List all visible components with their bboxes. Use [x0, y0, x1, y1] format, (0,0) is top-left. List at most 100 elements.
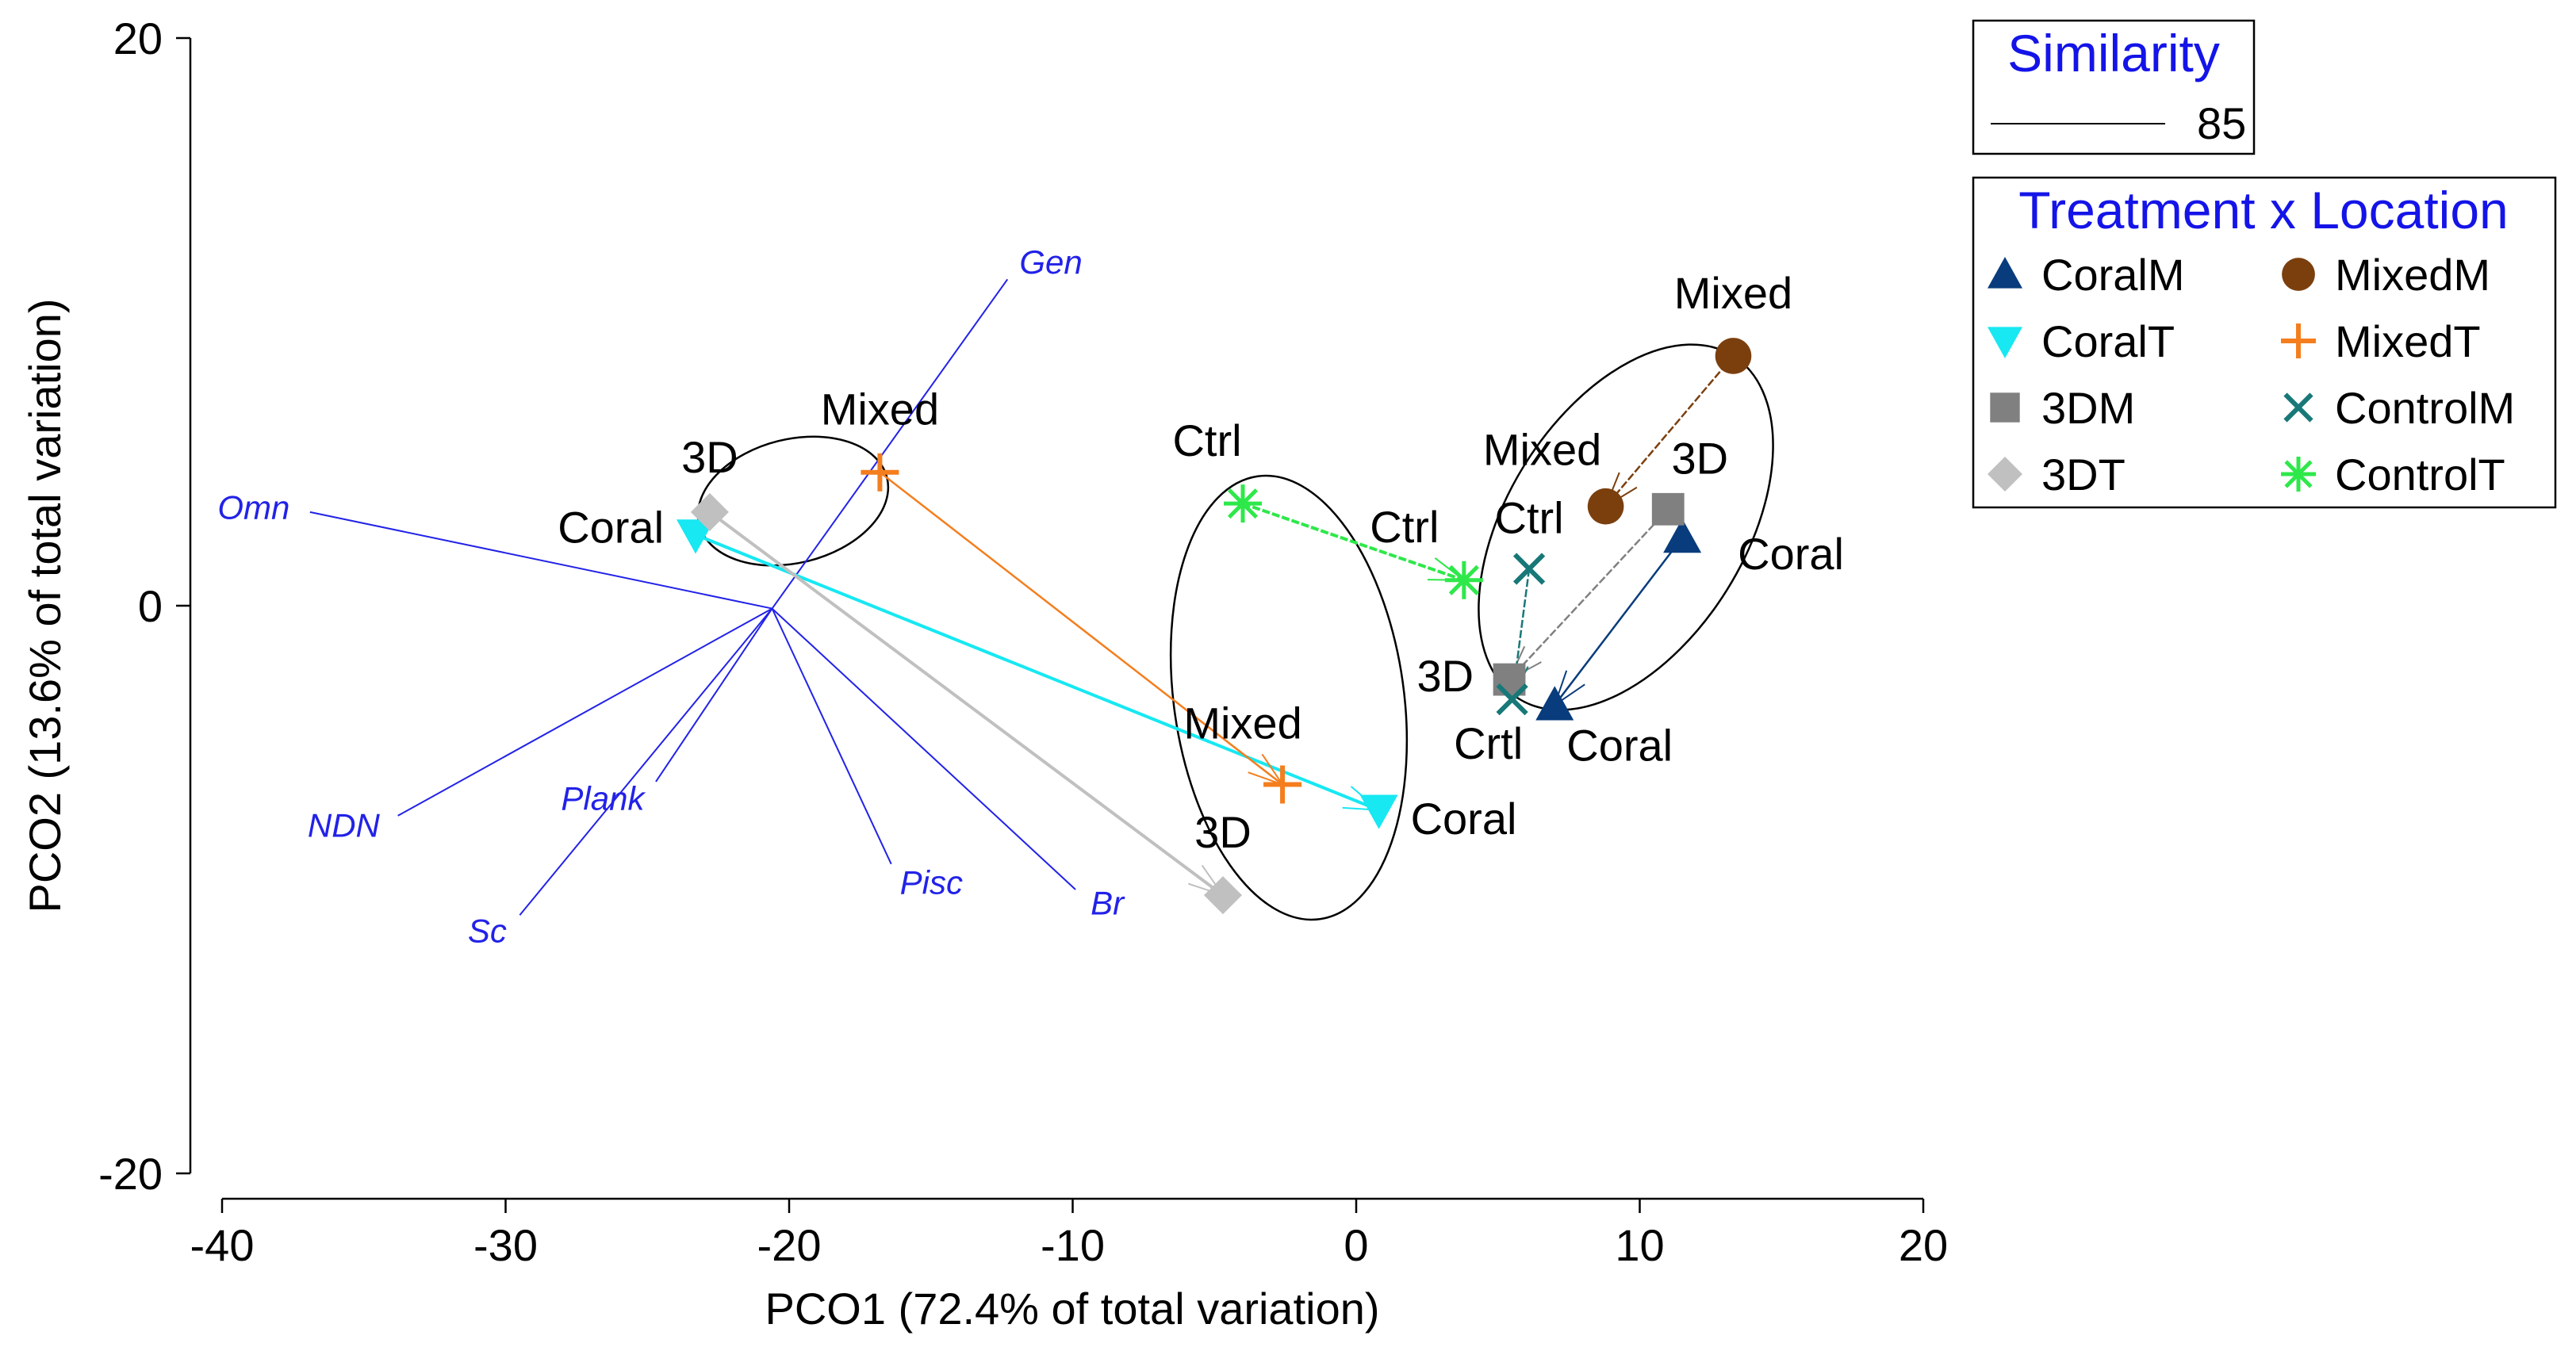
point-label-3dt: 3D	[681, 432, 738, 482]
vector-label-plank: Plank	[561, 780, 646, 817]
legend-item-controlm: ControlM	[2283, 383, 2515, 433]
point-controlt	[1224, 484, 1262, 523]
similarity-legend: Similarity 85	[1972, 19, 2256, 155]
vector-overlay: Gen Omn NDN Sc Plank Pisc Br	[217, 243, 1125, 949]
trajectory-line	[1604, 355, 1735, 507]
trajectory-line	[708, 511, 1225, 897]
y-ticks: -20 0 20	[98, 13, 190, 1199]
ellipse-right-cluster	[1478, 343, 1774, 711]
vector-line-br	[771, 607, 1076, 890]
y-tick-label: 20	[113, 13, 163, 63]
y-tick-label: -20	[98, 1149, 163, 1199]
trajectory-line	[879, 471, 1283, 786]
trajectory-line	[1242, 502, 1465, 582]
legend-marker-controlt	[2281, 457, 2316, 492]
legend-label-coralt: CoralT	[2041, 316, 2175, 366]
point-3dt	[1203, 876, 1242, 915]
point-label-coralm: Coral	[1566, 720, 1673, 770]
point-label-3dt: 3D	[1194, 807, 1252, 857]
point-label-3dm: 3D	[1416, 651, 1474, 701]
similarity-legend-box	[1972, 19, 2256, 155]
point-label-controlm: Crtl	[1454, 718, 1523, 768]
x-tick-label: 20	[1899, 1220, 1948, 1270]
legend-marker-coralm	[1988, 257, 2022, 289]
treatment-legend-title: Treatment x Location	[2018, 181, 2509, 239]
ellipse-middle-cluster	[1169, 474, 1409, 921]
legend-label-3dm: 3DM	[2041, 383, 2135, 433]
legend-marker-mixedm	[2282, 258, 2315, 291]
vector-line-plank	[655, 608, 773, 783]
legend-label-mixedm: MixedM	[2335, 250, 2490, 300]
treatment-legend-box	[1972, 176, 2557, 509]
vector-label-omn: Omn	[217, 489, 289, 526]
legend-item-coralm: CoralM	[1988, 250, 2184, 300]
legend-item-mixedt: MixedT	[2281, 316, 2481, 366]
legend-label-coralm: CoralM	[2041, 250, 2184, 300]
vector-line-pisc	[771, 608, 892, 865]
point-coralt	[1359, 794, 1398, 829]
point-labels: CoralCoralCoralCoral3D3D3D3DMixedMixedMi…	[558, 268, 1844, 857]
point-label-coralt: Coral	[558, 503, 664, 553]
point-coralm	[1663, 519, 1702, 553]
data-points	[677, 338, 1752, 915]
x-ticks: -40 -30 -20 -10 0 10 20	[190, 1199, 1948, 1270]
axes	[189, 38, 1923, 1200]
point-mixedt	[861, 453, 899, 492]
point-mixedt	[1263, 765, 1302, 804]
legend-marker-coralt	[1988, 327, 2022, 358]
legend-label-3dt: 3DT	[2041, 450, 2126, 499]
legend-label-controlt: ControlT	[2335, 450, 2505, 499]
point-label-mixedt: Mixed	[821, 385, 939, 434]
point-label-3dm: 3D	[1671, 433, 1728, 483]
legend-marker-3dt	[1988, 457, 2022, 492]
point-label-coralm: Coral	[1738, 529, 1844, 579]
trajectory-line	[1554, 537, 1684, 706]
trajectories	[695, 355, 1735, 897]
x-tick-label: 0	[1344, 1220, 1368, 1270]
point-3dt	[690, 492, 729, 531]
y-tick-label: 0	[138, 581, 163, 631]
point-label-mixedm: Mixed	[1674, 268, 1792, 318]
legend-label-mixedt: MixedT	[2335, 316, 2481, 366]
legend-items: CoralM MixedM CoralT MixedT 3DM ControlM 3DT Co…	[1988, 250, 2515, 499]
vector-label-sc: Sc	[468, 912, 507, 949]
vector-line-ndn	[397, 607, 773, 817]
treatment-legend: Treatment x Location CoralM MixedM CoralT M…	[1972, 176, 2557, 509]
trajectory-line	[1508, 508, 1669, 680]
vector-label-br: Br	[1091, 885, 1125, 922]
x-tick-label: -10	[1041, 1220, 1105, 1270]
vector-label-ndn: NDN	[308, 807, 381, 844]
point-3dm	[1651, 492, 1685, 526]
vector-label-pisc: Pisc	[900, 863, 963, 901]
trajectory-mixedm	[1604, 355, 1735, 507]
legend-marker-controlm	[2283, 392, 2313, 423]
legend-item-3dm: 3DM	[1990, 383, 2135, 433]
x-tick-label: 10	[1615, 1220, 1664, 1270]
point-label-controlt: Ctrl	[1172, 415, 1241, 465]
point-mixedm	[1715, 338, 1752, 374]
legend-item-mixedm: MixedM	[2282, 250, 2490, 300]
x-axis-title: PCO1 (72.4% of total variation)	[765, 1284, 1379, 1334]
legend-marker-3dm	[1990, 392, 2020, 423]
x-tick-label: -40	[190, 1220, 255, 1270]
y-axis-title: PCO2 (13.6% of total variation)	[20, 298, 70, 913]
x-tick-label: -30	[473, 1220, 538, 1270]
legend-item-controlt: ControlT	[2281, 450, 2505, 499]
point-label-controlt: Ctrl	[1370, 502, 1439, 552]
vector-line-gen	[771, 278, 1009, 610]
trajectory-3dt	[708, 511, 1225, 897]
point-coralt	[677, 519, 715, 554]
point-controlt	[1444, 561, 1483, 599]
point-mixedm	[1587, 488, 1624, 525]
vector-line-omn	[309, 511, 772, 610]
similarity-legend-title: Similarity	[2007, 24, 2220, 82]
x-tick-label: -20	[757, 1220, 822, 1270]
legend-item-3dt: 3DT	[1988, 450, 2126, 499]
point-coralm	[1535, 686, 1574, 721]
point-controlm	[1496, 683, 1528, 716]
legend-marker-mixedt	[2281, 323, 2316, 358]
vector-line-sc	[519, 607, 773, 916]
similarity-legend-value: 85	[2197, 98, 2246, 148]
point-controlm	[1512, 553, 1546, 585]
